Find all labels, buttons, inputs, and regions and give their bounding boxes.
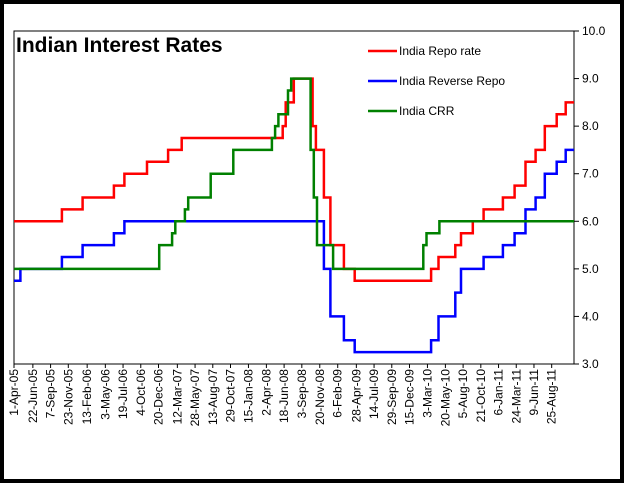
series-line-india-crr <box>14 77 574 271</box>
x-axis: 1-Apr-05 22-Jun-05 7-Sep-05 23-Nov-05 13-Feb… <box>7 364 559 426</box>
x-tick-label: 2-Apr-08 <box>259 369 273 416</box>
x-tick-label: 6-Feb-09 <box>331 369 345 418</box>
legend-label-crr: India CRR <box>399 104 455 118</box>
x-tick-label: 28-Apr-09 <box>349 369 363 423</box>
x-tick-label: 19-Jul-06 <box>116 369 130 419</box>
legend-label-repo: India Repo rate <box>399 44 481 58</box>
legend: India Repo rate India Reverse Repo India… <box>368 44 505 118</box>
x-tick-label: 15-Dec-09 <box>402 369 416 425</box>
y-tick-label: 10.0 <box>582 24 606 38</box>
x-tick-label: 25-Aug-11 <box>545 369 559 424</box>
x-tick-label: 29-Oct-07 <box>223 369 237 423</box>
x-tick-label: 22-Jun-05 <box>26 369 40 423</box>
y-tick-label: 6.0 <box>582 214 599 228</box>
x-tick-label: 13-Aug-07 <box>206 369 220 425</box>
x-tick-label: 28-May-07 <box>188 369 202 427</box>
x-tick-label: 20-May-10 <box>438 369 452 427</box>
x-tick-label: 3-Mar-10 <box>420 369 434 418</box>
x-tick-label: 3-May-06 <box>98 369 112 420</box>
x-tick-label: 15-Jan-08 <box>241 369 255 423</box>
x-tick-label: 24-Mar-11 <box>509 369 523 424</box>
series-lines <box>14 77 574 354</box>
x-tick-label: 4-Oct-06 <box>134 369 148 416</box>
x-tick-label: 7-Sep-05 <box>44 369 58 419</box>
x-tick-label: 20-Dec-06 <box>151 369 165 425</box>
x-tick-label: 14-Jul-09 <box>367 369 381 419</box>
x-tick-label: 6-Jan-11 <box>492 369 506 416</box>
x-tick-label: 13-Feb-06 <box>80 369 94 425</box>
y-tick-label: 3.0 <box>582 357 599 371</box>
series-line-india-repo-rate <box>14 77 574 283</box>
legend-label-reverse-repo: India Reverse Repo <box>399 74 505 88</box>
x-tick-label: 5-Aug-10 <box>456 369 470 419</box>
y-tick-label: 5.0 <box>582 262 599 276</box>
chart-title: Indian Interest Rates <box>16 34 223 57</box>
y-tick-label: 4.0 <box>582 309 599 323</box>
x-tick-label: 9-Jun-11 <box>527 369 541 416</box>
y-axis: 3.0 4.0 5.0 6.0 7.0 8.0 9.0 10.0 <box>574 24 606 371</box>
y-tick-label: 8.0 <box>582 119 599 133</box>
x-tick-label: 12-Mar-07 <box>170 369 184 425</box>
y-tick-label: 7.0 <box>582 167 599 181</box>
interest-rate-chart: Indian Interest Rates India Repo rate In… <box>7 24 606 426</box>
x-tick-label: 18-Jun-08 <box>277 369 291 423</box>
x-tick-label: 20-Nov-08 <box>313 369 327 425</box>
x-tick-label: 23-Nov-05 <box>61 369 75 425</box>
x-tick-label: 21-Oct-10 <box>474 369 488 423</box>
x-tick-label: 1-Apr-05 <box>7 369 21 416</box>
series-line-india-reverse-repo <box>14 148 574 354</box>
x-tick-label: 3-Sep-08 <box>295 369 309 419</box>
y-tick-label: 9.0 <box>582 72 599 86</box>
x-tick-label: 29-Sep-09 <box>385 369 399 425</box>
